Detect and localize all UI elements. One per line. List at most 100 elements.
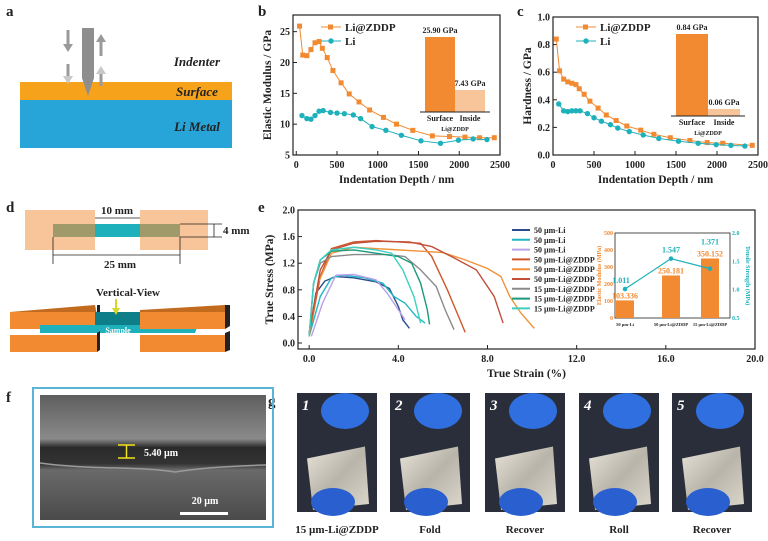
y-tick-label: 15 [280,89,290,100]
data-point [607,121,614,128]
glove-bottom [686,488,730,516]
category-label: 15 µm-Li@ZDDP [693,322,727,327]
inset-value-label: 0.84 GPa [676,23,707,32]
x-tick-label: 2000 [449,160,469,171]
indenter-label: Indenter [173,54,221,69]
data-point [350,112,357,118]
left-y-axis-label: Elastic Modulus (MPa) [596,246,603,305]
right-y-tick-label: 1.0 [732,288,740,294]
data-point [320,107,326,114]
surface-layer [20,82,232,100]
plot-frame [292,14,501,156]
photo-2: 2 Fold [390,393,470,536]
y-tick-label: 0.0 [538,151,551,162]
scale-bar-label: 20 µm [192,496,219,507]
legend-marker [328,24,333,30]
data-point [569,108,575,114]
inset-bar [708,109,740,116]
arrow-down-icon [112,299,120,315]
data-point [668,256,674,261]
inset-category-label: Inside [460,114,481,123]
data-point [713,141,719,148]
data-point [341,110,348,117]
data-point [624,123,630,129]
series-line [310,273,406,337]
left-y-tick-label: 300 [604,265,613,271]
legend-marker [583,38,589,44]
data-point [446,133,452,139]
data-point [565,79,571,85]
inset-group-label: Li@ZDDP [694,131,722,137]
right-y-tick-label: 0.5 [732,316,740,322]
photo-5: 5 Recover [672,393,752,536]
panel-label-e: e [258,200,265,216]
data-point [667,135,673,141]
category-label: 50 µm-Li@ZDDP [654,322,688,327]
legend-label: 50 µm-Li [534,236,566,245]
panel-a-diagram: Indenter Surface Li Metal [20,28,232,148]
data-point [429,133,435,139]
panel-label-d: d [6,200,15,216]
x-tick-label: 0 [294,160,299,171]
data-point [728,142,734,149]
panel-d-diagram: 10 mm 25 mm 4 mm Vertical-View Sample [10,205,250,352]
data-point [581,91,587,97]
data-point [297,23,303,29]
data-point [312,112,318,119]
x-tick-label: 500 [587,160,602,171]
y-tick-label: 1.0 [538,13,551,24]
right-y-tick-label: 2.0 [732,231,740,237]
legend-label: Li@ZDDP [600,22,651,34]
panel-g-photos: 1 15 µm-Li@ZDDP 2 Fold 3 Recover 4 Roll 5 Recover [295,393,752,536]
data-point [591,115,597,121]
data-point [330,68,336,74]
line-value-label: 1.547 [662,246,680,255]
indenter-tip-icon [82,28,94,96]
legend-label: 50 µm-Li@ZDDP [534,275,595,284]
x-tick-label: 1000 [625,160,645,171]
data-point [299,112,305,119]
data-point [576,86,582,92]
data-point [553,36,559,42]
dimension-lines [52,217,222,264]
data-point [565,108,571,115]
x-tick-label: 500 [330,160,345,171]
data-point [484,136,490,143]
data-point [477,135,483,141]
x-axis-label: Indentation Depth / nm [598,174,714,186]
data-point [720,140,726,146]
y-axis-label: Elastic Modulus / GPa [262,30,274,140]
inset-value-label: 25.90 GPa [422,26,457,35]
data-point [470,136,476,142]
y-tick-label: 25 [280,27,290,38]
y-tick-label: 0.0 [283,339,296,350]
data-point [557,68,563,74]
series-line [308,274,426,337]
panel-label-c: c [517,4,524,20]
bar-value-label: 250.181 [658,266,684,275]
right-y-tick-label: 1.5 [732,259,740,265]
photo-3: 3 Recover [485,393,565,536]
x-tick-label: 1500 [666,160,686,171]
y-tick-label: 1.6 [283,232,296,243]
data-point [304,53,310,59]
data-point [749,142,755,148]
inset-bar-chart: 0.84 GPa Surface 0.06 GPa Inside Li@ZDDP [671,23,745,137]
x-axis-label: True Strain (%) [487,368,566,380]
x-axis-label: Indentation Depth / nm [339,174,455,186]
y-tick-label: 0.8 [283,285,296,296]
right-y-axis-label: Tensile Strength (MPa) [744,246,751,305]
data-point [573,108,579,114]
category-label: 50 µm-Li [616,322,634,327]
data-point [462,134,468,140]
legend-label: Li [345,36,355,48]
data-point [300,52,306,58]
data-point [316,108,322,114]
data-point [651,131,657,137]
data-point [622,286,628,292]
data-point [437,140,444,146]
inset-category-label: Surface [427,114,454,123]
vertical-view-label: Vertical-View [96,287,160,299]
